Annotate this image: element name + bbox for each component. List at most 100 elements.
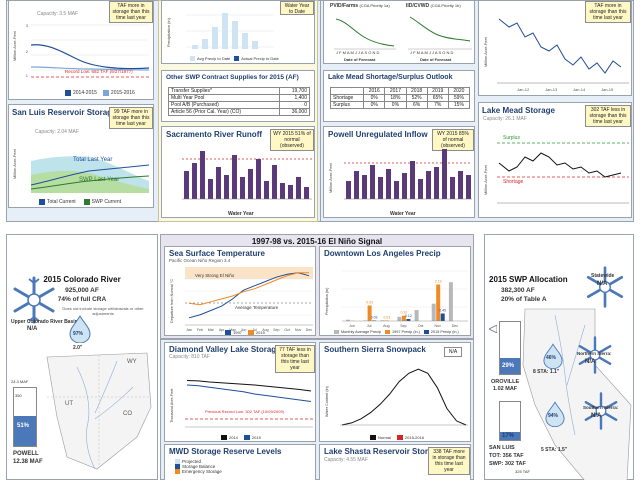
la-precip-bar — [363, 320, 368, 321]
la-precip-bar — [440, 313, 445, 321]
table-cell: Shortage — [329, 94, 365, 102]
lake-mead-outlook-table: 2016 2017 2018 2019 2020 Shortage 0% 18%… — [329, 87, 471, 109]
table-cell: 2016 — [363, 87, 386, 95]
sst-xtick: Jan — [186, 328, 192, 332]
powell-bar — [378, 177, 383, 199]
la-precip-bar — [367, 305, 372, 321]
sacramento-bar — [192, 163, 197, 199]
table-cell: 18% — [384, 94, 407, 102]
sacramento-title: Sacramento River Runoff — [166, 130, 263, 139]
sst-xtick: Feb — [197, 328, 203, 332]
mwd-title: MWD Storage Reserve Levels — [169, 447, 282, 456]
lake-mead-chart: Million Acre-Feet — [483, 142, 629, 204]
legend-emergency-storage: Emergency Storage — [175, 469, 222, 474]
san-luis-map-label: SAN LUIS — [489, 445, 515, 451]
sacramento-xlabel: Water Year — [228, 211, 254, 217]
la-precip-ylabel: Precipitation (in) — [325, 287, 329, 315]
diamond-title: Diamond Valley Lake Storage — [169, 345, 281, 354]
sacramento-bar — [240, 177, 245, 199]
oroville-pct: 29% — [502, 363, 515, 369]
la-precip-data-label: 0.32 — [400, 311, 407, 315]
top-left-capacity: Capacity: 3.5 MAF — [37, 11, 79, 17]
sacramento-bar — [256, 159, 261, 199]
powell-value: 12.38 MAF — [13, 459, 43, 465]
sst-xtick: Oct — [284, 328, 290, 332]
la-precip-data-label: 0.45 — [439, 309, 446, 313]
mwd-reserve-panel: MWD Storage Reserve Levels Projected Sto… — [164, 444, 316, 480]
sst-very-strong-label: Very Strong El Niño — [195, 273, 235, 278]
la-precip-data-label: 0.12 — [405, 314, 412, 318]
lake-mead-note: 302 TAF less in storage than this time l… — [585, 105, 631, 127]
top-left-record-label: Record Low: 682 TAF (9/27/1977) — [65, 69, 133, 74]
iid-xlabel: Date of Forecast — [420, 57, 452, 62]
precip-bar-4 — [222, 13, 228, 49]
powell-bar — [402, 173, 407, 199]
top-right-chart: Million Acre-Feet Jan-12 Jan-13 Jan-14 J… — [483, 18, 629, 92]
legend-storage-balance: Storage Balance — [175, 464, 222, 469]
colorado-basin-label: Upper Colorado River Basin: — [11, 319, 80, 325]
powell-inflow-title: Powell Unregulated Inflow — [328, 130, 428, 139]
sst-xtick: Aug — [262, 328, 268, 332]
powell-bar — [418, 179, 423, 199]
top-right-note: TAF more in storage than this time last … — [585, 1, 631, 23]
map-state-wy: WY — [127, 359, 137, 365]
san-luis-tot: TOT: 356 TAF — [489, 453, 524, 459]
sst-line-1997 — [188, 272, 310, 319]
la-precip-bar — [346, 319, 350, 321]
sacramento-panel: Sacramento River Runoff WY 2015 51% of n… — [161, 126, 315, 218]
powell-inflow-xlabel: Water Year — [390, 211, 416, 217]
legend-total-current: Total Current — [39, 199, 76, 205]
southern-sierra-label: Southern Sierra: — [583, 405, 619, 410]
legend-avg-precip: Avg Precip to Date — [190, 56, 230, 61]
top-left-note: TAF more in storage than this time last … — [109, 1, 153, 23]
powell-bar — [386, 169, 391, 199]
sierra-title: Southern Sierra Snowpack — [324, 345, 426, 354]
iid-title-sub: (CGA Priority 1b) — [430, 3, 461, 8]
san-luis-pct: 17% — [502, 433, 515, 439]
table-cell: Surplus — [329, 101, 365, 109]
san-luis-mark: 325 TAF — [515, 469, 530, 474]
top-left-ytick-1: 1 — [26, 73, 29, 78]
lake-mead-capacity: Capacity: 26.1 MAF — [483, 116, 527, 122]
precip-ylabel: Precipitation (in) — [166, 17, 171, 47]
la-precip-data-label: 0.93 — [366, 301, 373, 305]
legend-2015: 2015 — [247, 330, 265, 335]
table-cell: 19,700 — [278, 87, 311, 95]
sacramento-bar — [232, 155, 237, 199]
precip-panel: Precipitation (in) Water Year to Date Av… — [161, 0, 315, 64]
powell-gauge — [13, 387, 37, 447]
sacramento-bar — [224, 175, 229, 199]
colorado-river-frame: 2015 Colorado River 925,000 AF 74% of fu… — [6, 234, 158, 480]
powell-bar — [426, 171, 431, 199]
diamond-note: 77 TAF less in storage than this time la… — [275, 345, 315, 373]
sst-xtick: Mar — [208, 328, 215, 332]
legend-2015-precip: 2015 Precip (in.) — [423, 330, 459, 334]
legend-diamond-2015: 2015 — [243, 435, 261, 440]
five-station-label: 5 STA: 1.5" — [541, 447, 568, 453]
sacramento-chart — [182, 151, 312, 200]
sst-ylabel: Departure from Normal °C — [170, 279, 174, 323]
sierra-ylabel: Water Content (in) — [325, 385, 329, 417]
powell-bar — [346, 181, 351, 199]
shasta-capacity: Capacity: 4.55 MAF — [324, 457, 368, 463]
precip-bar-5 — [232, 21, 238, 49]
sst-line-2015 — [188, 272, 309, 306]
top-left-ylabel: Million Acre-Feet — [12, 30, 17, 61]
lake-mead-shortage-label: Shortage — [503, 179, 524, 185]
top-left-ytick-2: 2 — [26, 49, 29, 54]
swp-alloc-pct: 20% of Table A — [501, 296, 547, 303]
diamond-legend: 2014 2015 — [221, 435, 261, 440]
san-luis-title: San Luis Reservoir Storage — [12, 108, 117, 117]
la-precip-chart: Jun 0.93 0.03 Jul 0.03 Aug 0.320.12 Sep Oct 2.19 0… — [325, 270, 468, 328]
table-row: Shortage 0% 18% 52% 65% 59% — [329, 94, 471, 102]
sacramento-bar — [184, 171, 189, 199]
la-precip-bar — [414, 310, 419, 321]
swp-statewide-value: N/A — [597, 281, 608, 287]
top-right-xtick-12: Jan-12 — [517, 87, 530, 92]
colorado-footnote: Does not include storage withdrawals or … — [62, 306, 144, 316]
table-cell: 7% — [426, 101, 449, 109]
water-drop-icon — [545, 401, 565, 427]
top-left-chart: Million Acre-Feet 3 2 1 — [12, 23, 150, 78]
pvid-title: PVID/Farms (CGA Priority 1a) — [330, 3, 390, 9]
la-precip-data-label: 0.03 — [383, 316, 390, 320]
